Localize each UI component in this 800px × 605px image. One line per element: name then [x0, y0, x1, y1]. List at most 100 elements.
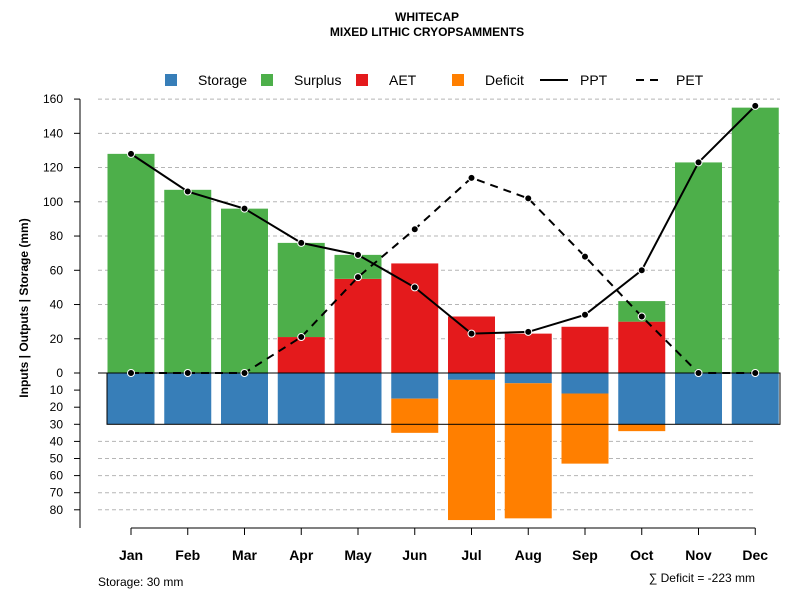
- point-ppt-aug: [524, 327, 533, 336]
- point-ppt-feb: [183, 187, 192, 196]
- bar-storage-oct: [618, 373, 666, 425]
- bar-storage-sep: [561, 373, 609, 394]
- bar-surplus-jan: [107, 153, 155, 373]
- y-tick-label-top-120: 120: [43, 161, 63, 175]
- x-tick-label-aug: Aug: [515, 547, 542, 563]
- bar-storage-jul: [448, 373, 495, 380]
- point-pet-may: [354, 273, 362, 282]
- bar-deficit-oct: [618, 424, 666, 432]
- legend: Storage Surplus AET Deficit PPT PET: [165, 72, 704, 88]
- x-tick-label-feb: Feb: [175, 547, 200, 563]
- bar-storage-apr: [277, 373, 325, 425]
- y-tick-label-top-100: 100: [43, 195, 63, 209]
- y-tick-label-top-40: 40: [50, 298, 64, 312]
- bar-storage-nov: [675, 373, 722, 425]
- point-pet-mar: [240, 369, 249, 377]
- legend-swatch-aet: [356, 74, 368, 86]
- legend-label-surplus: Surplus: [294, 72, 341, 88]
- y-axis-label: Inputs | Outputs | Storage (mm): [17, 218, 31, 397]
- bar-deficit-jun: [391, 398, 439, 433]
- bar-storage-aug: [504, 373, 552, 384]
- point-ppt-dec: [751, 101, 760, 110]
- legend-label-storage: Storage: [198, 72, 247, 88]
- y-tick-label-top-80: 80: [50, 229, 64, 243]
- legend-label-ppt: PPT: [580, 72, 608, 88]
- chart-subtitle: MIXED LITHIC CRYOPSAMMENTS: [330, 25, 524, 39]
- point-pet-jan: [127, 369, 135, 377]
- point-pet-apr: [297, 333, 306, 342]
- point-ppt-apr: [297, 238, 306, 247]
- x-tick-label-mar: Mar: [232, 547, 257, 563]
- bar-surplus-apr: [277, 242, 325, 338]
- x-tick-label-may: May: [344, 547, 371, 563]
- bar-storage-jun: [391, 373, 439, 399]
- point-pet-sep: [581, 252, 589, 261]
- x-tick-label-jan: Jan: [119, 547, 143, 563]
- axes: 0 20 40 60 80 100 120 140 160 10 20 30 40 50 60 70 80 Jan…: [43, 92, 768, 563]
- point-pet-feb: [183, 369, 192, 377]
- bar-storage-mar: [221, 373, 268, 425]
- point-ppt-jan: [127, 149, 135, 158]
- x-tick-label-oct: Oct: [630, 547, 654, 563]
- point-pet-jul: [467, 173, 476, 182]
- y-tick-label-top-160: 160: [43, 92, 63, 106]
- bar-aet-may: [334, 278, 382, 373]
- storage-note: Storage: 30 mm: [98, 575, 183, 589]
- bar-surplus-dec: [731, 107, 779, 373]
- storage-frame: [98, 372, 781, 425]
- legend-label-aet: AET: [389, 72, 417, 88]
- x-tick-label-jul: Jul: [461, 547, 481, 563]
- point-pet-aug: [524, 194, 533, 203]
- y-tick-label-bottom-50: 50: [50, 452, 64, 466]
- bar-deficit-sep: [561, 393, 609, 464]
- point-ppt-mar: [240, 204, 249, 213]
- point-pet-oct: [637, 312, 646, 321]
- point-ppt-oct: [637, 266, 646, 275]
- point-ppt-may: [354, 250, 362, 259]
- bar-surplus-mar: [221, 208, 268, 373]
- bar-aet-apr: [277, 337, 325, 373]
- x-tick-label-jun: Jun: [402, 547, 427, 563]
- point-ppt-jun: [410, 283, 419, 292]
- point-ppt-nov: [694, 158, 703, 167]
- bar-surplus-feb: [164, 189, 212, 373]
- legend-label-pet: PET: [676, 72, 704, 88]
- legend-label-deficit: Deficit: [485, 72, 524, 88]
- x-tick-label-nov: Nov: [685, 547, 712, 563]
- bar-aet-sep: [561, 326, 609, 373]
- bar-aet-jun: [391, 263, 439, 373]
- y-tick-label-top-0: 0: [56, 366, 63, 380]
- line-pet: [131, 176, 756, 374]
- series-lines: [127, 101, 760, 377]
- x-tick-label-sep: Sep: [572, 547, 598, 563]
- gridlines: [98, 98, 780, 511]
- y-tick-label-bottom-60: 60: [50, 469, 64, 483]
- point-ppt-sep: [581, 310, 589, 319]
- point-pet-jun: [410, 225, 419, 234]
- point-pet-nov: [694, 369, 703, 377]
- y-tick-label-top-60: 60: [50, 263, 64, 277]
- y-tick-label-top-20: 20: [50, 332, 64, 346]
- x-tick-label-dec: Dec: [742, 547, 768, 563]
- bar-aet-oct: [618, 321, 666, 373]
- y-tick-label-bottom-70: 70: [50, 486, 64, 500]
- bar-storage-jan: [107, 373, 155, 425]
- y-tick-label-bottom-80: 80: [50, 503, 64, 517]
- bar-surplus-oct: [618, 301, 666, 322]
- bar-deficit-jul: [448, 379, 495, 521]
- bar-storage-may: [334, 373, 382, 425]
- legend-swatch-deficit: [452, 74, 464, 86]
- bar-surplus-nov: [675, 162, 722, 373]
- point-ppt-jul: [467, 329, 476, 338]
- y-tick-label-bottom-30: 30: [50, 417, 64, 431]
- deficit-note: ∑ Deficit = -223 mm: [649, 571, 755, 585]
- y-tick-label-bottom-10: 10: [50, 383, 64, 397]
- x-tick-label-apr: Apr: [289, 547, 314, 563]
- legend-swatch-surplus: [261, 74, 273, 86]
- y-tick-label-top-140: 140: [43, 126, 63, 140]
- bar-deficit-aug: [504, 383, 552, 519]
- bar-aet-aug: [504, 333, 552, 373]
- bar-storage-dec: [731, 373, 779, 425]
